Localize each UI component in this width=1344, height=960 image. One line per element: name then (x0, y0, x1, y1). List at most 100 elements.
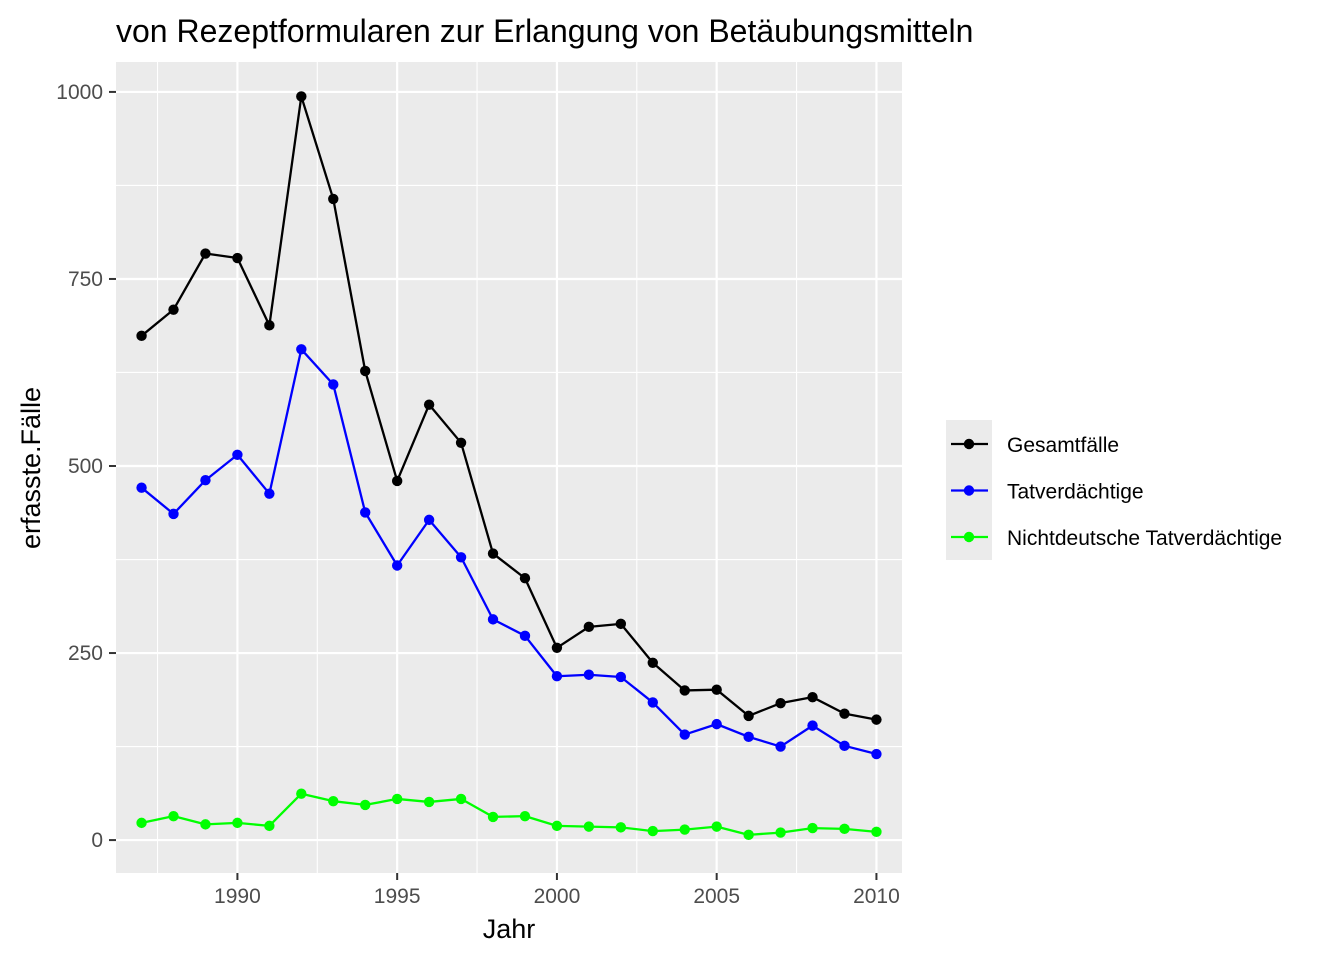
data-point (583, 621, 595, 633)
data-point (583, 821, 595, 832)
x-tick-label: 2005 (693, 885, 740, 908)
data-point (328, 795, 339, 807)
series-3 (136, 788, 882, 841)
data-point (264, 820, 275, 832)
data-point (232, 817, 243, 829)
data-point (360, 365, 371, 377)
legend: Gesamtfälle Tatverdächtige Nichtdeutsche T… (946, 420, 1282, 560)
data-point (360, 507, 371, 518)
series-line (140, 95, 877, 721)
data-point (391, 793, 403, 805)
data-point (264, 488, 275, 499)
data-point (871, 748, 882, 760)
y-axis: 0 250 500 750 1000 (56, 81, 116, 852)
data-point (839, 740, 850, 752)
data-point (711, 718, 722, 730)
data-point (200, 819, 211, 830)
data-point (168, 810, 179, 822)
legend-item: Nichtdeutsche Tatverdächtige (951, 527, 1282, 550)
data-point (232, 252, 243, 264)
data-point (136, 330, 147, 342)
data-point (296, 91, 307, 102)
series-line (140, 348, 877, 756)
data-point (423, 514, 435, 526)
x-tick-label: 2000 (534, 885, 581, 908)
data-point (711, 821, 722, 832)
data-point (487, 548, 499, 559)
legend-label: Gesamtfälle (1007, 434, 1119, 457)
series-line (141, 792, 877, 836)
data-point (551, 671, 563, 682)
data-point (615, 618, 627, 630)
data-point (551, 820, 563, 832)
data-point (423, 399, 435, 410)
data-point (328, 379, 339, 390)
data-point (168, 304, 179, 315)
data-point (519, 573, 531, 584)
data-point (455, 552, 467, 563)
data-point (871, 714, 882, 725)
legend-key-point (963, 531, 975, 543)
legend-key-point (963, 438, 975, 450)
data-point (136, 482, 147, 493)
data-point (200, 475, 211, 486)
y-tick-label: 250 (68, 642, 103, 665)
chart-title: von Rezeptformularen zur Erlangung von B… (116, 13, 973, 49)
data-point (711, 684, 722, 695)
data-point (391, 475, 403, 487)
data-point (296, 788, 307, 799)
data-point (264, 320, 275, 331)
y-tick-label: 750 (68, 268, 103, 291)
plot-panel (116, 62, 902, 873)
data-point (615, 822, 627, 833)
series-layer (136, 91, 882, 841)
minor-gridlines (116, 62, 902, 873)
y-tick-label: 500 (68, 455, 103, 478)
data-point (200, 248, 211, 259)
series-1 (136, 91, 882, 725)
legend-item: Tatverdächtige (951, 481, 1144, 504)
data-point (487, 614, 499, 625)
data-point (839, 823, 850, 835)
data-point (136, 817, 147, 829)
x-tick-label: 2010 (853, 885, 900, 908)
data-point (743, 829, 754, 841)
data-point (423, 796, 435, 808)
data-point (871, 826, 882, 838)
data-point (647, 657, 658, 668)
data-point (807, 691, 818, 703)
data-point (360, 799, 371, 811)
data-point (775, 697, 786, 709)
data-point (551, 642, 563, 654)
data-point (583, 669, 595, 680)
data-point (455, 793, 467, 805)
data-point (487, 811, 499, 823)
data-point (743, 731, 754, 743)
data-point (807, 720, 818, 731)
legend-label: Tatverdächtige (1007, 481, 1144, 504)
series-2 (136, 344, 882, 760)
data-point (679, 824, 690, 835)
data-point (647, 697, 658, 708)
x-tick-label: 1995 (374, 885, 421, 908)
data-point (168, 508, 179, 520)
data-point (679, 685, 690, 696)
data-point (519, 630, 531, 642)
legend-label: Nichtdeutsche Tatverdächtige (1007, 527, 1282, 550)
legend-item: Gesamtfälle (951, 434, 1119, 457)
data-point (328, 193, 339, 205)
y-tick-label: 1000 (56, 81, 103, 104)
data-point (391, 560, 403, 571)
data-point (775, 741, 786, 752)
data-point (615, 671, 627, 683)
data-point (519, 810, 531, 822)
data-point (807, 822, 818, 834)
data-point (743, 710, 754, 722)
x-axis: 1990 1995 2000 2005 2010 (214, 873, 900, 908)
major-gridlines (116, 62, 902, 873)
legend-key-point (963, 485, 975, 496)
data-point (775, 827, 786, 838)
data-point (647, 825, 658, 837)
data-point (232, 449, 243, 460)
